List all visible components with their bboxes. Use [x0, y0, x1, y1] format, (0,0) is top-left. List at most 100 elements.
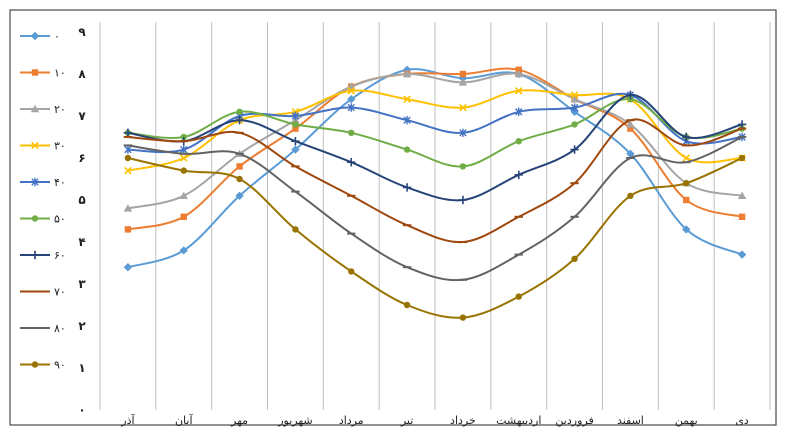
data-point: [515, 107, 523, 116]
x-tick-label: دی: [735, 414, 749, 427]
x-axis-ticks: دی بهمن اسفند فروردین اردیبهشت خرداد تیر مرداد ش…: [120, 413, 749, 427]
y-axis-ticks: ۰ ۱ ۲ ۳ ۴ ۵ ۶ ۷ ۸ ۹: [78, 25, 86, 417]
data-point: [180, 167, 187, 174]
legend-label: ۳۰: [54, 140, 66, 153]
series-line: [127, 72, 743, 210]
data-point: [180, 145, 188, 154]
x-tick-label: آبان: [175, 413, 193, 427]
data-point: [403, 95, 411, 103]
series-7: [123, 118, 747, 244]
y-tick-label: ۰: [78, 403, 85, 417]
series-line: [127, 92, 743, 154]
legend-item: ۶۰: [20, 249, 66, 262]
data-point: [124, 145, 132, 154]
legend-marker: [31, 361, 39, 368]
data-point: [123, 263, 133, 272]
data-point: [514, 170, 523, 179]
data-point: [348, 268, 355, 275]
legend-item: ۸۰: [20, 322, 66, 335]
x-tick-label: مهر: [230, 414, 248, 427]
data-point: [737, 120, 747, 129]
legend: ۰ ۱۰ ۲۰ ۳۰ ۴۰ ۵۰ ۶۰ ۷۰ ۸۰ ۹۰: [20, 30, 66, 372]
legend-item: ۹۰: [20, 359, 66, 372]
data-point: [458, 78, 468, 86]
data-point: [626, 90, 635, 100]
data-point: [235, 116, 244, 125]
data-point: [627, 192, 634, 199]
data-point: [236, 175, 243, 183]
legend-item: ۷۰: [20, 286, 66, 299]
data-point: [179, 246, 188, 255]
legend-label: ۰: [54, 30, 60, 43]
x-tick-label: آذر: [120, 413, 135, 427]
data-point: [571, 121, 578, 128]
data-point: [403, 301, 411, 309]
data-point: [459, 128, 467, 137]
y-tick-label: ۵: [78, 193, 85, 207]
y-tick-label: ۴: [78, 235, 85, 249]
y-tick-label: ۹: [78, 25, 86, 39]
y-tick-label: ۶: [78, 151, 85, 165]
data-point: [626, 149, 635, 158]
data-point: [459, 163, 467, 170]
data-point: [235, 191, 244, 200]
series-group: [123, 65, 747, 321]
legend-item: ۲۰: [20, 103, 66, 116]
data-point: [403, 116, 411, 125]
legend-label: ۸۰: [54, 322, 66, 335]
data-point: [570, 103, 579, 112]
series-9: [124, 154, 746, 321]
data-point: [514, 69, 523, 78]
data-point: [682, 154, 691, 162]
data-point: [737, 250, 747, 259]
grid-lines: [99, 22, 771, 410]
data-point: [570, 91, 579, 99]
data-point: [459, 314, 467, 321]
y-tick-label: ۸: [78, 67, 86, 81]
legend-label: ۲۰: [54, 103, 66, 116]
y-tick-label: ۲: [78, 319, 86, 333]
legend-label: ۹۰: [54, 359, 66, 372]
legend-label: ۷۰: [54, 286, 66, 299]
data-point: [179, 154, 188, 162]
data-point: [402, 69, 412, 78]
data-point: [124, 154, 132, 162]
data-point: [738, 213, 746, 220]
data-point: [291, 111, 300, 121]
y-tick-label: ۱: [78, 361, 85, 375]
x-tick-label: اسفند: [617, 414, 644, 427]
legend-marker: [30, 104, 40, 113]
data-point: [292, 226, 299, 233]
data-point: [402, 183, 412, 192]
legend-item: ۱۰: [20, 67, 66, 80]
data-point: [403, 146, 411, 153]
data-point: [347, 95, 356, 104]
legend-marker: [30, 31, 40, 41]
data-point: [124, 226, 132, 233]
data-point: [627, 125, 634, 132]
data-point: [738, 154, 746, 162]
legend-label: ۶۰: [54, 249, 66, 262]
y-tick-label: ۳: [78, 277, 86, 291]
legend-marker: [31, 141, 39, 150]
legend-marker: [30, 250, 40, 260]
data-point: [458, 195, 468, 205]
x-tick-label: شهریور: [277, 414, 312, 427]
data-point: [459, 70, 467, 78]
data-point: [515, 138, 522, 145]
y-tick-label: ۷: [78, 109, 86, 123]
legend-label: ۴۰: [54, 176, 66, 189]
legend-label: ۵۰: [54, 213, 66, 226]
x-tick-label: بهمن: [675, 414, 698, 427]
data-point: [626, 120, 635, 128]
legend-marker: [31, 69, 39, 76]
data-point: [291, 137, 300, 146]
legend-item: ۳۰: [20, 140, 66, 153]
data-point: [571, 255, 578, 262]
data-point: [682, 132, 691, 142]
legend-marker: [31, 215, 39, 222]
series-line: [127, 98, 743, 168]
data-point: [570, 145, 579, 154]
